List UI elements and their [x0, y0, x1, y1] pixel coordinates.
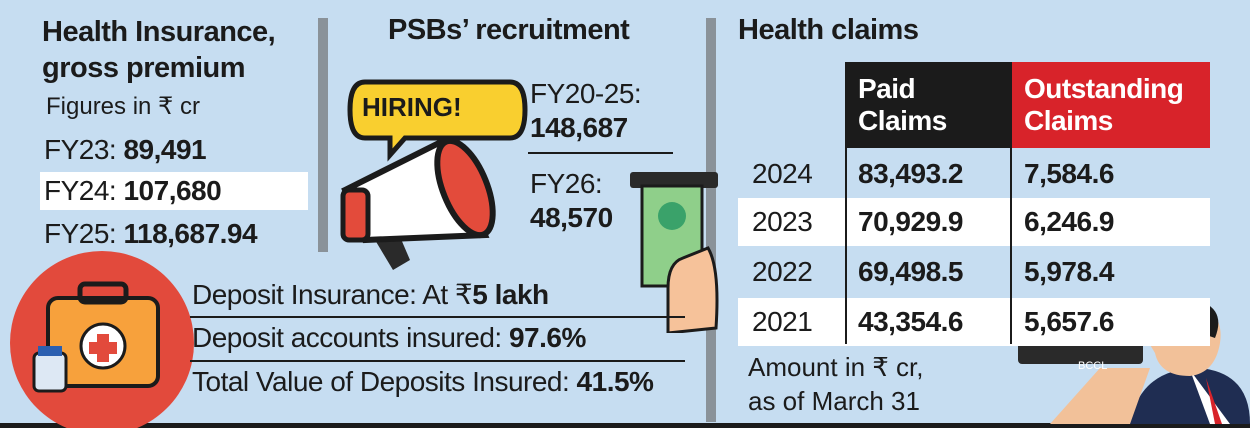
medical-kit-illustration	[10, 251, 194, 428]
value: 89,491	[123, 134, 207, 165]
label: FY25:	[44, 218, 117, 249]
claims-note: Amount in ₹ cr, as of March 31	[748, 352, 924, 416]
row-background	[738, 298, 1210, 346]
outstanding-cell: 5,978.4	[1024, 256, 1114, 287]
value: 118,687.94	[123, 218, 258, 249]
paid-cell: 43,354.6	[858, 306, 964, 337]
label: Total Value of Deposits Insured:	[192, 366, 570, 397]
recruitment-label: FY20-25:	[530, 78, 642, 109]
money-illustration	[630, 172, 719, 333]
value: 5 lakh	[472, 279, 549, 310]
recruitment-value: 48,570	[530, 202, 613, 233]
value: 97.6%	[508, 322, 586, 353]
label: Deposit accounts insured:	[192, 322, 502, 353]
highlight	[40, 172, 308, 210]
rule	[190, 316, 685, 318]
label: Deposit Insurance: At ₹	[192, 279, 473, 310]
deposit-row: Deposit Insurance: At ₹5 lakh	[192, 278, 549, 311]
premium-note: Figures in ₹ cr	[46, 93, 200, 120]
claims-title: Health claims	[738, 14, 919, 46]
recruitment-title: PSBs’ recruitment	[388, 14, 630, 46]
column-header: Outstanding Claims	[1012, 62, 1210, 148]
rule	[528, 152, 673, 154]
year-cell: 2022	[752, 256, 813, 287]
deposit-row: Total Value of Deposits Insured: 41.5%	[192, 366, 654, 398]
label: FY23:	[44, 134, 117, 165]
paid-cell: 69,498.5	[858, 256, 964, 287]
paid-cell: 83,493.2	[858, 158, 964, 189]
value: 107,680	[123, 175, 222, 206]
premium-row: FY24: 107,680	[44, 175, 222, 207]
deposit-row: Deposit accounts insured: 97.6%	[192, 322, 586, 354]
outstanding-cell: 5,657.6	[1024, 306, 1114, 337]
premium-row: FY23: 89,491	[44, 134, 207, 166]
badge: HIRING!	[362, 92, 462, 122]
divider	[318, 18, 328, 252]
value: 41.5%	[576, 366, 654, 397]
divider	[706, 18, 716, 422]
row-background	[738, 198, 1210, 246]
outstanding-cell: 6,246.9	[1024, 206, 1114, 237]
column-header: Paid Claims	[846, 62, 1010, 148]
label: FY24:	[44, 175, 117, 206]
column-rule	[845, 62, 847, 344]
year-cell: 2021	[752, 306, 813, 337]
recruitment-value: 148,687	[530, 112, 628, 143]
year-cell: 2023	[752, 206, 813, 237]
recruitment-label: FY26:	[530, 168, 603, 199]
megaphone-illustration	[340, 79, 528, 270]
credit: BCCL	[1078, 360, 1108, 372]
column-rule	[1010, 62, 1012, 344]
outstanding-cell: 7,584.6	[1024, 158, 1114, 189]
premium-row: FY25: 118,687.94	[44, 218, 258, 250]
rule	[190, 360, 685, 362]
year-cell: 2024	[752, 158, 813, 189]
premium-title: Health Insurance, gross premium	[42, 16, 276, 84]
bottom-rule	[0, 423, 1250, 428]
paid-cell: 70,929.9	[858, 206, 964, 237]
